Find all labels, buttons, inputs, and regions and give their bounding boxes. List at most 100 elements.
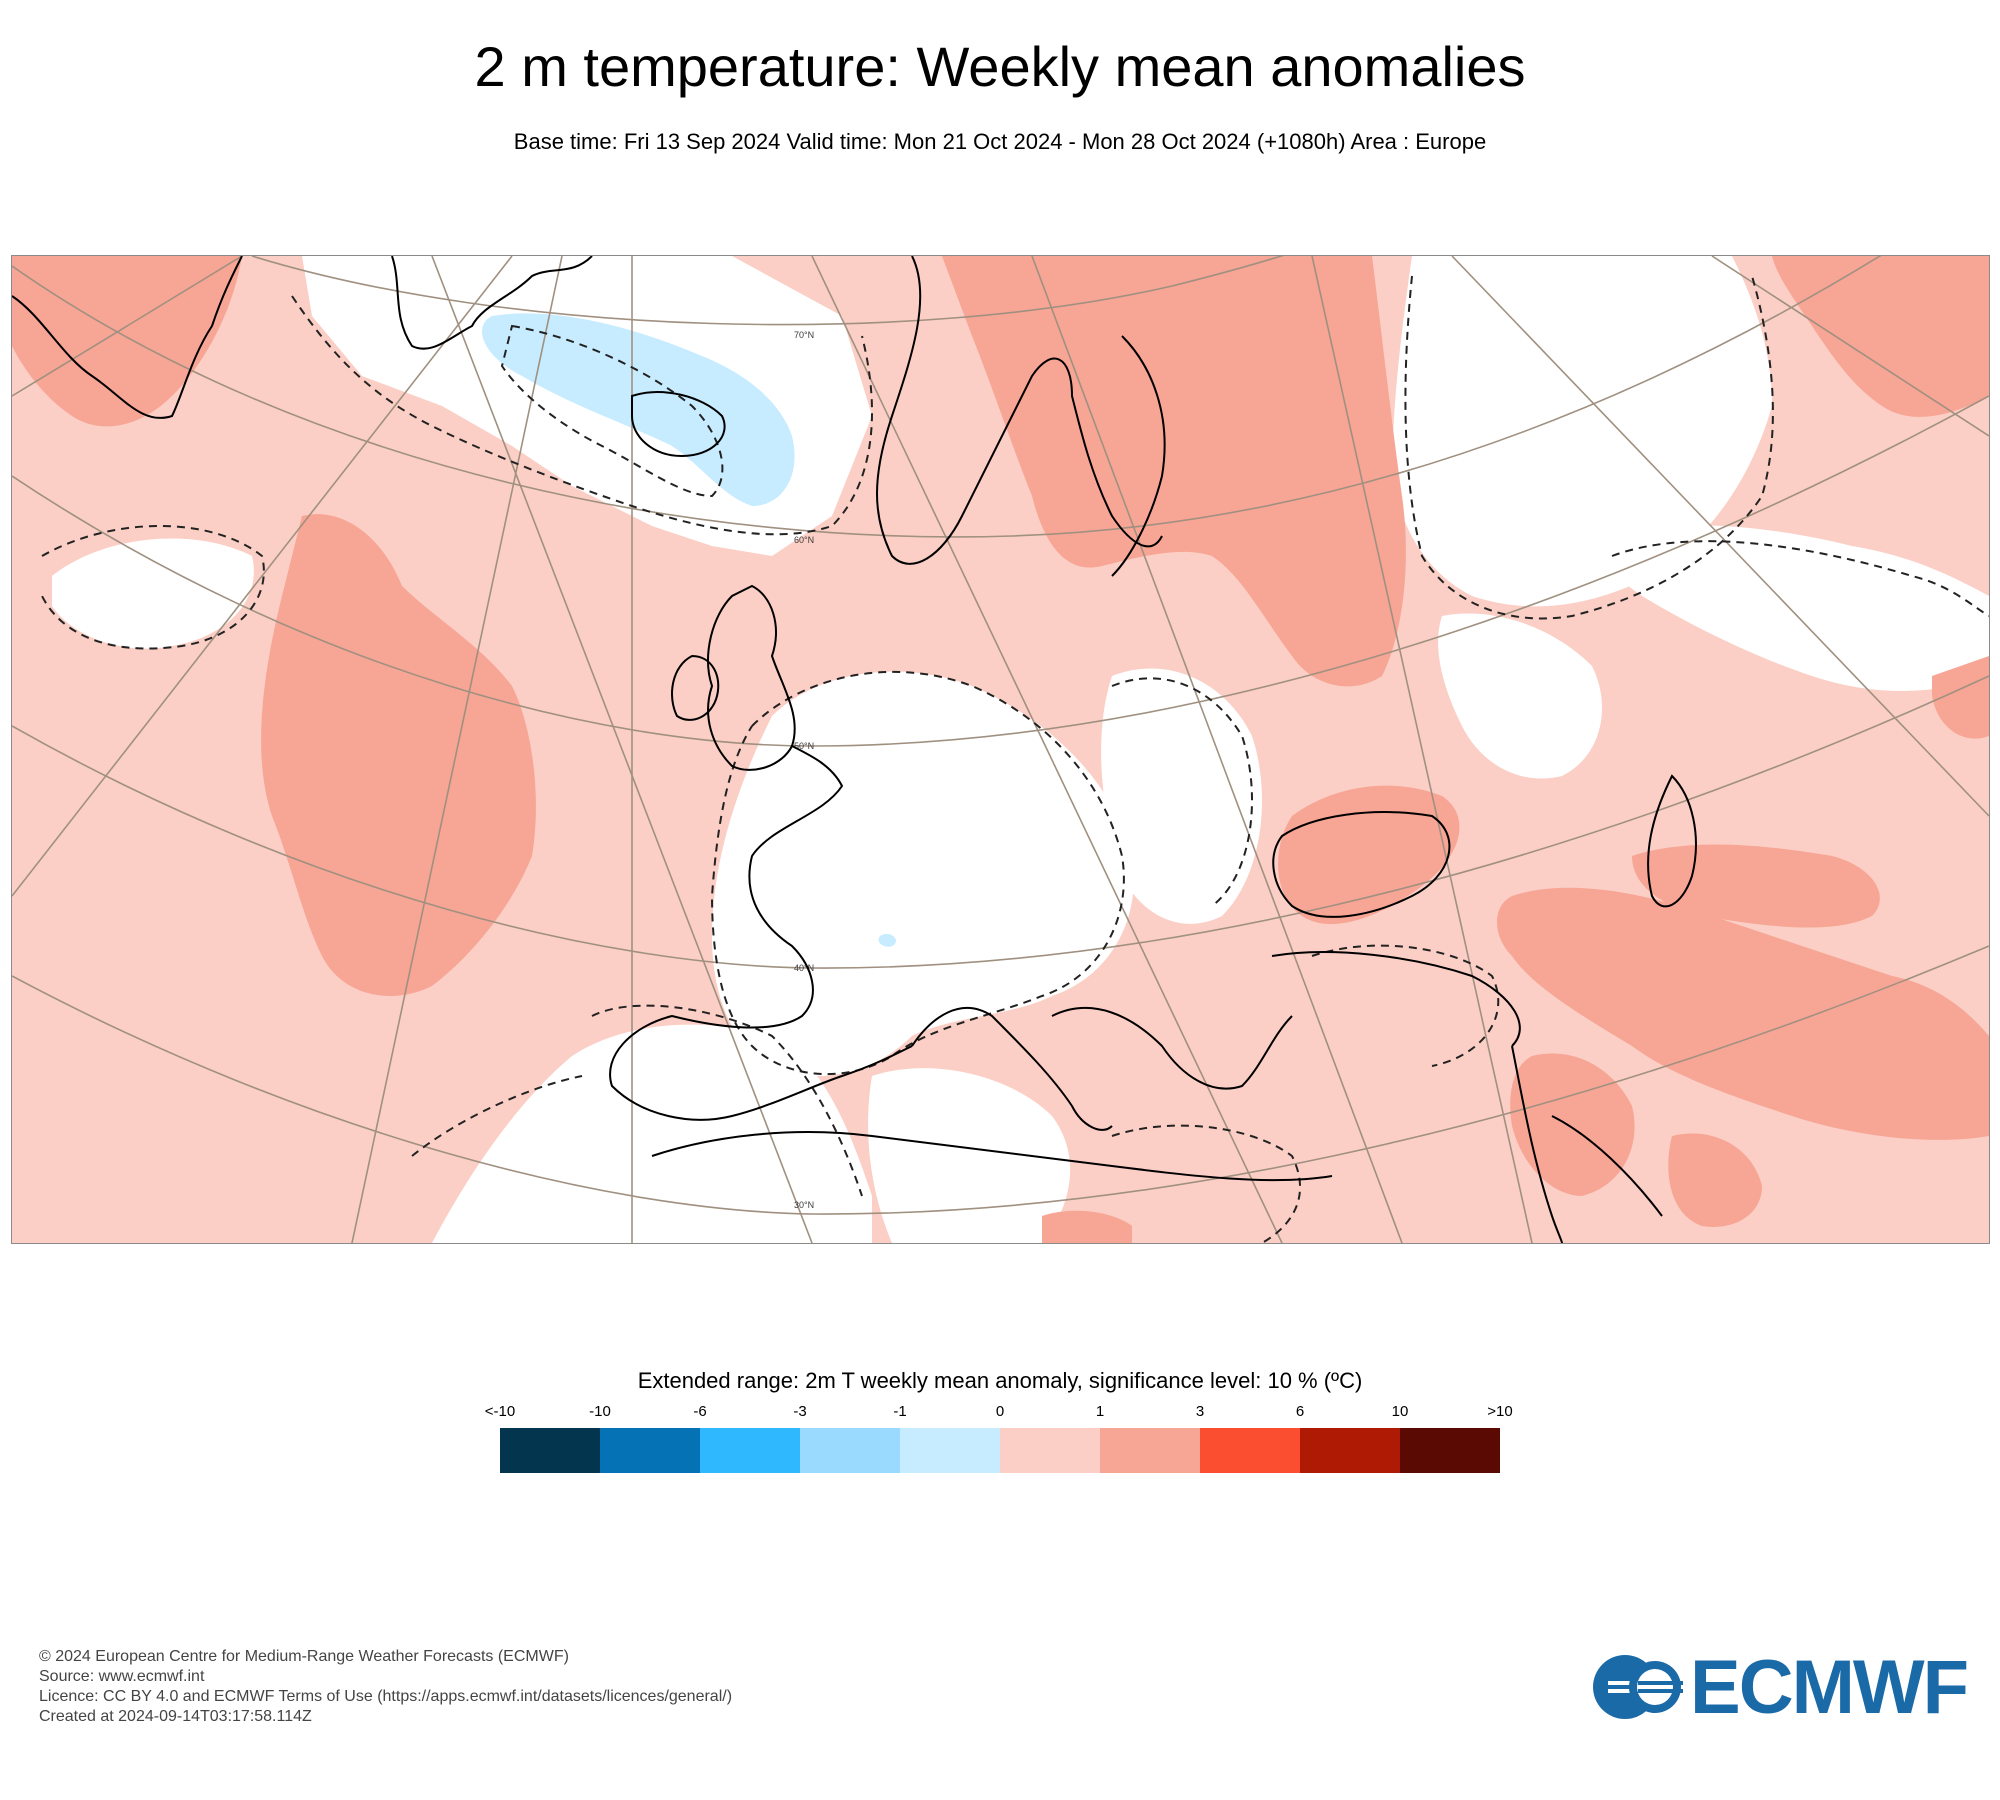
legend-swatch-1: [600, 1428, 700, 1473]
anomaly-map: 70°N 60°N 50°N 40°N 30°N: [12, 256, 1989, 1243]
neutral-area-baltic-east: [1438, 613, 1602, 779]
coast-italy: [911, 1006, 1113, 1131]
coast-iceland: [631, 391, 726, 458]
legend-tick-label: 0: [995, 1403, 1005, 1420]
legend-title: Extended range: 2m T weekly mean anomaly…: [637, 1368, 1363, 1393]
legend-swatch-8: [1300, 1428, 1400, 1473]
legend-swatch-4: [900, 1428, 1000, 1473]
coast-caspian: [1647, 774, 1697, 908]
contour-iberia: [591, 1004, 863, 1197]
legend-tick-label: -3: [793, 1403, 807, 1420]
legend-tick-label: >10: [1487, 1403, 1513, 1420]
neutral-area-east: [1608, 525, 1989, 691]
neutral-area-north-africa: [868, 1068, 1071, 1243]
latitude-labels: 70°N 60°N 50°N 40°N 30°N: [794, 330, 814, 1210]
coast-red-sea: [1551, 1115, 1663, 1217]
lat-label-60: 60°N: [794, 535, 814, 545]
coast-mediterranean-east: [1511, 1045, 1563, 1243]
contour-africa: [411, 1075, 583, 1157]
footer-created: Created at 2024-09-14T03:17:58.114Z: [39, 1708, 312, 1725]
warm-area-saudi: [1510, 1053, 1635, 1196]
page-title: 2 m temperature: Weekly mean anomalies: [474, 35, 1526, 98]
ecmwf-logo-icon: [1593, 1655, 1683, 1719]
meridian-w60: [12, 256, 243, 397]
coast-greenland-west: [12, 256, 243, 419]
legend-swatch-3: [800, 1428, 900, 1473]
warm-anomaly-areas: [12, 256, 1989, 1243]
legend-swatch-7: [1200, 1428, 1300, 1473]
meridian-w10: [431, 256, 813, 1243]
cold-area-iceland: [482, 313, 795, 506]
footer-source: Source: www.ecmwf.int: [39, 1668, 205, 1685]
coast-balkans-greece: [1051, 1007, 1293, 1090]
contour-turkey: [1311, 944, 1500, 1067]
warm-area-caucasus: [1932, 656, 1989, 739]
legend-tick-label: 1: [1095, 1403, 1105, 1420]
footer-licence: Licence: CC BY 4.0 and ECMWF Terms of Us…: [39, 1688, 733, 1705]
map-panel[interactable]: 70°N 60°N 50°N 40°N 30°N: [11, 255, 1990, 1244]
parallel-50n: [12, 395, 1989, 747]
legend-tick-label: -1: [893, 1403, 907, 1420]
contour-iceland: [500, 324, 724, 498]
contour-russia: [1404, 275, 1774, 620]
warm-area-siberia: [1772, 256, 1989, 417]
neutral-area-russia: [1392, 256, 1772, 607]
contour-central: [710, 670, 1125, 1076]
graticule: [12, 256, 1989, 1243]
legend-tick-label: -10: [589, 1403, 611, 1420]
legend-swatch-9: [1400, 1428, 1500, 1473]
cold-anomaly-areas: [482, 313, 896, 947]
legend-swatch-0: [500, 1428, 600, 1473]
coast-north-africa: [651, 1131, 1333, 1182]
coast-black-sea: [1272, 811, 1451, 918]
legend-swatch-6: [1100, 1428, 1200, 1473]
legend-tick-label: 10: [1391, 1403, 1409, 1420]
meridian-w40: [12, 256, 513, 897]
lat-label-40: 40°N: [794, 963, 814, 973]
meridian-w30: [351, 256, 563, 1243]
footer-copyright: © 2024 European Centre for Medium-Range …: [39, 1648, 569, 1665]
parallel-60n: [12, 256, 1882, 538]
contour-south: [1111, 1124, 1302, 1243]
meridian-e10: [1031, 256, 1403, 1243]
parallel-70n: [251, 256, 1284, 326]
coast-turkey: [1271, 951, 1521, 1047]
contour-balkans: [1111, 677, 1253, 907]
warm-area-greenland-west: [12, 256, 242, 427]
coast-greenland: [391, 256, 593, 350]
ecmwf-logo-text: ECMWF: [1690, 1645, 1969, 1730]
parallel-30n: [12, 945, 1989, 1215]
coast-finland: [1111, 335, 1166, 577]
lat-label-70: 70°N: [794, 330, 814, 340]
legend-tick-label: 3: [1195, 1403, 1205, 1420]
warm-area-egypt: [1668, 1133, 1762, 1227]
legend-swatch-5: [1000, 1428, 1100, 1473]
meridian-e40: [1711, 256, 1989, 437]
coast-europe-west: [609, 745, 913, 1121]
legend-tick-label: <-10: [484, 1403, 516, 1420]
legend-tick-label: 6: [1295, 1403, 1305, 1420]
contour-atlantic: [41, 525, 265, 650]
coastlines: [12, 256, 1697, 1243]
legend-tick-label: -6: [693, 1403, 707, 1420]
warm-area-atlantic: [261, 514, 536, 996]
meridian-e20: [1311, 256, 1533, 1243]
legend-swatch-2: [700, 1428, 800, 1473]
warm-area-scandinavia: [942, 256, 1406, 687]
footer: © 2024 European Centre for Medium-Range …: [39, 1647, 732, 1727]
meridian-e30: [1451, 256, 1989, 817]
neutral-area-central-europe: [712, 671, 1134, 1076]
significance-contours: [41, 275, 1989, 1243]
contour-greenland-sea: [291, 295, 873, 536]
page-subtitle: Base time: Fri 13 Sep 2024 Valid time: M…: [513, 129, 1487, 154]
lat-label-30: 30°N: [794, 1200, 814, 1210]
lat-label-50: 50°N: [794, 741, 814, 751]
coast-ireland: [671, 654, 720, 721]
neutral-area-balkans: [1101, 668, 1262, 924]
cold-area-sardinia: [878, 933, 896, 947]
warm-area-middle-east: [1497, 887, 1989, 1140]
neutral-area-atlantic-north: [52, 538, 254, 649]
warm-area-black-sea: [1278, 785, 1460, 925]
neutral-area-iberia-africa: [432, 1024, 872, 1243]
warm-area-sahara: [1042, 1210, 1132, 1243]
